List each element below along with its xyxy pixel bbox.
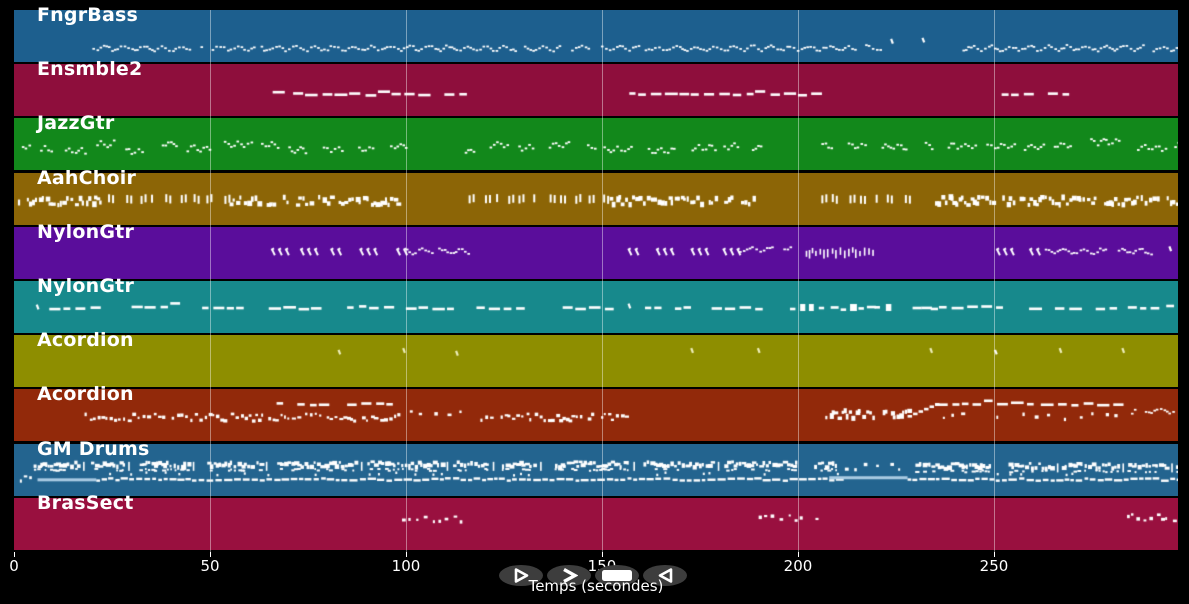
track-lane (14, 335, 1178, 387)
gridline (602, 10, 603, 552)
fast-forward-button[interactable] (547, 565, 591, 586)
track-lane (14, 227, 1178, 279)
tick-label: 250 (979, 557, 1009, 575)
track-label: Acordion (37, 329, 134, 351)
gridline (406, 10, 407, 552)
track-label: JazzGtr (37, 112, 115, 134)
axis-tick (14, 552, 15, 557)
axis-tick (406, 552, 407, 557)
track-lane (14, 444, 1178, 496)
tick-label: 100 (391, 557, 421, 575)
axis-title: Temps (secondes) (528, 577, 664, 595)
track-lane (14, 389, 1178, 441)
tick-label: 50 (200, 557, 220, 575)
track-label: AahChoir (37, 167, 137, 189)
tick-label: 0 (9, 557, 19, 575)
rewind-button[interactable] (643, 565, 687, 586)
tick-label: 200 (783, 557, 813, 575)
track-label: GM Drums (37, 438, 150, 460)
track-lane (14, 64, 1178, 116)
fast-forward-icon (561, 568, 578, 583)
axis-tick (602, 552, 603, 557)
gridline (798, 10, 799, 552)
track-lane (14, 118, 1178, 170)
track-label: Ensmble2 (37, 58, 143, 80)
track-label: Acordion (37, 383, 134, 405)
stop-button[interactable] (595, 565, 639, 586)
gridline (994, 10, 995, 552)
play-button[interactable] (499, 565, 543, 586)
track-label: NylonGtr (37, 221, 135, 243)
play-icon (513, 568, 530, 583)
track-label: FngrBass (37, 4, 138, 26)
track-plot-area: FngrBass Ensmble2 JazzGtr AahChoir NylonGtr N… (14, 4, 1178, 552)
gridline (210, 10, 211, 552)
track-lane (14, 281, 1178, 333)
axis-tick (994, 552, 995, 557)
track-lane (14, 498, 1178, 550)
track-label: BrasSect (37, 492, 134, 514)
axis-tick (798, 552, 799, 557)
track-label: NylonGtr (37, 275, 135, 297)
rewind-icon (657, 568, 674, 583)
axis-tick (210, 552, 211, 557)
track-lane (14, 173, 1178, 225)
stop-icon (601, 569, 633, 582)
track-lane (14, 10, 1178, 62)
